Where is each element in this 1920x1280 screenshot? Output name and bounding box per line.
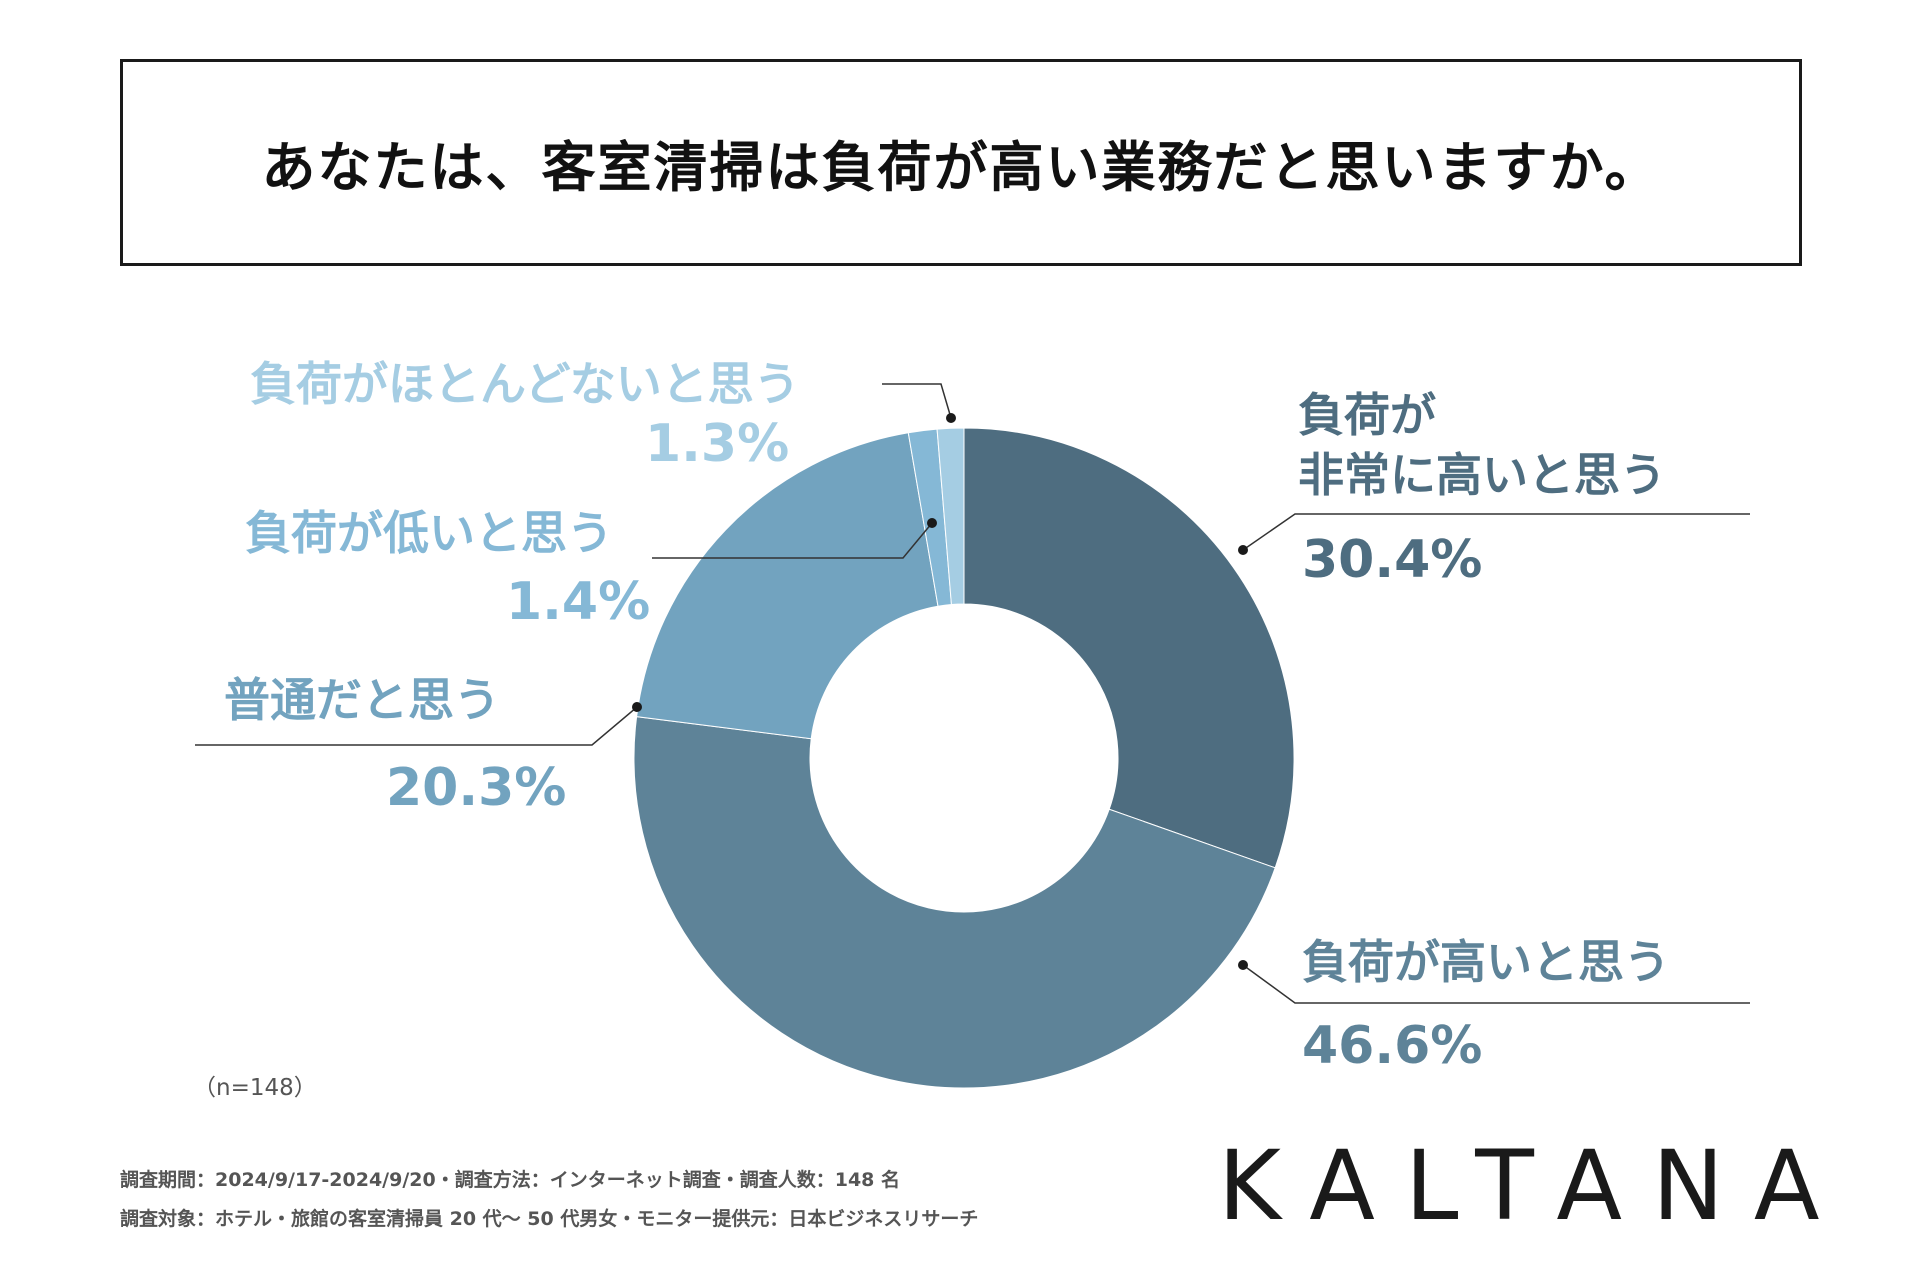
chart-title: あなたは、客室清掃は負荷が高い業務だと思いますか。 [261,136,1661,199]
leader-dot-normal [632,702,642,712]
leader-dot-high [1238,960,1248,970]
slice-label-very-high-line1: 負荷が [1298,388,1436,442]
leader-line-very-low [882,383,952,419]
sample-size: （n=148） [193,1075,317,1101]
leader-dot-low [927,518,937,528]
slice-label-normal-line1: 普通だと思う [224,673,500,727]
slice-label-very-high: 負荷が 非常に高いと思う [1298,385,1666,505]
slice-label-normal: 普通だと思う [224,670,500,730]
slice-normal [636,432,939,740]
slice-label-very-low-line1: 負荷がほとんどないと思う [250,357,800,411]
leader-dot-very-low [946,413,956,423]
slice-high [633,716,1276,1089]
slice-label-low: 負荷が低いと思う [245,503,613,563]
slice-value-normal: 20.3% [386,758,567,818]
footer-line-1: 調査期間：2024/9/17-2024/9/20・調査方法：インターネット調査・… [120,1169,901,1191]
slice-label-high-line1: 負荷が高いと思う [1302,935,1670,989]
leader-line-high [1242,964,1750,1004]
slice-value-very-high: 30.4% [1302,530,1483,590]
slice-value-high: 46.6% [1302,1016,1483,1076]
slice-label-low-line1: 負荷が低いと思う [245,506,613,560]
slice-value-very-low: 1.3% [645,414,790,474]
slice-label-high: 負荷が高いと思う [1302,932,1670,992]
slice-very-high [963,427,1295,869]
kaltana-logo: KALTANA [1218,1130,1850,1242]
leader-dot-very-high [1238,545,1248,555]
leader-line-very-high [1242,513,1750,551]
footer-line-2: 調査対象：ホテル・旅館の客室清掃員 20 代〜 50 代男女・モニター提供元：日… [120,1208,979,1230]
leader-line-normal [195,706,638,746]
slice-value-low: 1.4% [506,572,651,632]
slice-label-very-high-line2: 非常に高いと思う [1298,448,1666,502]
slice-very-low [936,427,965,606]
leader-line-low [652,522,933,559]
slice-label-very-low: 負荷がほとんどないと思う [250,354,800,414]
title-box: あなたは、客室清掃は負荷が高い業務だと思いますか。 [120,59,1802,266]
